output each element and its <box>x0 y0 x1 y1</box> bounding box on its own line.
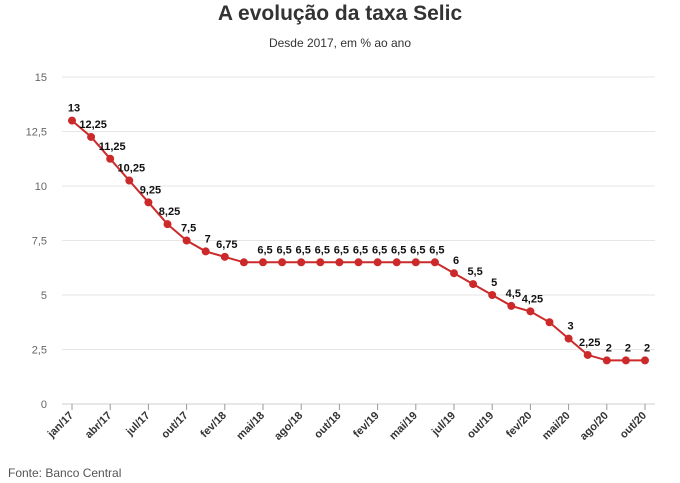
x-tick-label: abr/17 <box>83 410 114 441</box>
x-tick-label: ago/20 <box>578 410 611 443</box>
y-tick-label: 0 <box>41 399 47 411</box>
x-tick-label: fev/19 <box>351 410 382 441</box>
data-label: 2 <box>606 342 612 354</box>
data-point <box>87 132 96 141</box>
data-label: 6,5 <box>353 244 368 256</box>
y-axis: 0 2,5 5 7,5 10 12,5 15 <box>26 72 47 411</box>
data-point <box>641 356 649 365</box>
data-label: 6,5 <box>372 244 387 256</box>
data-label: 2,25 <box>579 337 600 349</box>
data-point <box>450 269 458 278</box>
y-tick-label: 7,5 <box>32 236 47 248</box>
x-tick-label: mai/19 <box>387 410 420 443</box>
y-tick-label: 12,5 <box>26 127 47 139</box>
x-tick-label: out/19 <box>465 410 496 441</box>
data-label: 9,25 <box>140 184 161 196</box>
data-point <box>526 307 535 316</box>
x-tick-label: mai/18 <box>234 410 267 443</box>
data-point <box>220 252 229 261</box>
data-label: 6,5 <box>410 244 425 256</box>
data-label: 11,25 <box>99 141 126 153</box>
data-point <box>583 350 592 359</box>
x-tick-label: jul/17 <box>123 410 152 439</box>
data-point <box>373 258 382 267</box>
data-label: 6,5 <box>334 244 349 256</box>
data-label: 10,25 <box>118 163 146 175</box>
series-line <box>68 116 649 365</box>
data-point <box>545 318 554 327</box>
chart-subtitle: Desde 2017, em % ao ano <box>268 36 412 50</box>
data-point <box>278 258 287 267</box>
data-labels: 13 12,25 11,25 10,25 9,25 8,257,5 7 6,75 6,5 6,5 6… <box>68 103 650 355</box>
y-tick-label: 10 <box>35 181 47 193</box>
data-label: 6,5 <box>257 244 272 256</box>
x-tick-label: mai/20 <box>540 410 573 443</box>
data-label: 5,5 <box>467 266 482 278</box>
data-label: 3 <box>568 321 574 333</box>
data-point <box>354 258 363 267</box>
x-tick-label: jul/19 <box>429 410 458 439</box>
data-label: 5 <box>491 277 497 289</box>
data-point <box>125 176 134 185</box>
data-label: 2 <box>625 342 631 354</box>
x-tick-label: fev/18 <box>198 410 229 441</box>
data-point <box>259 258 267 267</box>
x-tick-label: out/20 <box>618 410 649 441</box>
data-label: 6,5 <box>276 244 291 256</box>
data-label: 6,5 <box>391 244 406 256</box>
data-label: 4,25 <box>522 293 543 305</box>
x-tick-label: out/17 <box>159 410 190 441</box>
data-label: 2 <box>644 342 650 354</box>
data-label: 7 <box>205 233 211 245</box>
data-point <box>297 258 306 267</box>
data-point <box>392 258 401 267</box>
data-point <box>411 258 420 267</box>
gridlines <box>62 76 655 405</box>
data-point <box>621 356 630 365</box>
data-label: 7,5 <box>181 223 196 235</box>
data-label: 4,5 <box>506 288 521 300</box>
data-label: 12,25 <box>79 119 107 131</box>
y-tick-label: 5 <box>41 290 47 302</box>
data-label: 8,25 <box>159 206 180 218</box>
data-point <box>239 258 248 267</box>
data-point <box>507 301 516 310</box>
data-label: 13 <box>68 103 80 115</box>
data-point <box>106 154 115 163</box>
x-tick-label: out/18 <box>312 410 343 441</box>
data-point <box>144 198 153 207</box>
x-tick-label: fev/20 <box>504 410 535 441</box>
x-tick-label: ago/18 <box>272 410 305 443</box>
data-point <box>430 258 439 267</box>
x-tick-label: jan/17 <box>45 410 76 441</box>
chart-title: A evolução da taxa Selic <box>217 2 463 25</box>
data-label: 6,75 <box>216 239 237 251</box>
data-point <box>201 247 210 256</box>
data-label: 6,5 <box>429 244 444 256</box>
data-label: 6 <box>453 255 459 267</box>
data-point <box>182 236 191 245</box>
y-tick-label: 2,5 <box>32 345 47 357</box>
data-point <box>469 280 478 289</box>
data-point <box>335 258 344 267</box>
source-note: Fonte: Banco Central <box>8 466 122 480</box>
y-tick-label: 15 <box>35 72 47 84</box>
data-point <box>564 334 573 343</box>
data-point <box>316 258 325 267</box>
data-point <box>488 291 497 299</box>
data-point <box>163 220 172 229</box>
data-label: 6,5 <box>315 244 330 256</box>
data-label: 6,5 <box>296 244 311 256</box>
x-axis: jan/17 abr/17 jul/17 out/17 fev/18 mai/18 ago/… <box>45 404 649 443</box>
data-point <box>68 116 76 125</box>
data-point <box>602 356 611 365</box>
